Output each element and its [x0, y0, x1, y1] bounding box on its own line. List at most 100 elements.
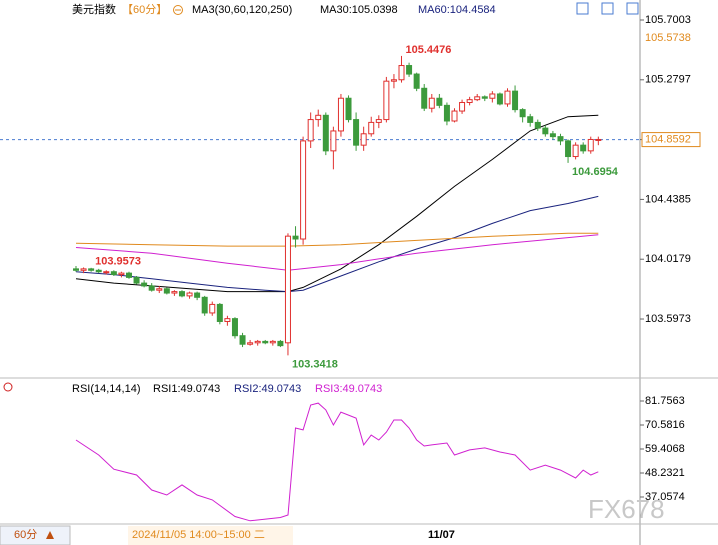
rsi2-value: RSI2:49.0743: [234, 383, 301, 395]
candle-body: [125, 272, 132, 278]
candle-body: [489, 93, 496, 99]
x-date-label: 11/07: [428, 529, 455, 541]
candle-body: [428, 97, 435, 109]
candle-body: [277, 340, 284, 347]
rsi1-value: RSI1:49.0743: [153, 383, 220, 395]
candle-body: [73, 268, 79, 271]
y-tick-label: 104.4385: [645, 193, 691, 205]
rsi-tick-label: 59.4068: [645, 443, 685, 455]
candle-body: [406, 65, 413, 75]
rsi-label: RSI(14,14,14): [72, 383, 140, 395]
candle-body: [549, 133, 556, 138]
candle-body: [231, 318, 238, 337]
candle-body: [133, 276, 140, 284]
rsi-icon: [3, 382, 13, 392]
candle-body: [504, 90, 511, 105]
y-tick-label: 105.7003: [645, 14, 691, 26]
candle-body: [315, 114, 322, 121]
cursor-box: [128, 526, 293, 545]
chart-title: 美元指数: [72, 2, 116, 16]
ma30-value: MA30:105.0398: [320, 4, 398, 16]
candle-body: [474, 96, 481, 101]
candle-body: [171, 291, 178, 294]
price-annotation: 103.9573: [95, 256, 141, 268]
candle-body: [496, 93, 503, 105]
candle-body: [353, 119, 360, 146]
candle-body: [443, 104, 450, 122]
candle-body: [239, 335, 246, 345]
candle-body: [527, 116, 534, 123]
candle-body: [572, 144, 579, 158]
candle-body: [141, 282, 148, 287]
candle-body: [436, 97, 443, 106]
ma-line: [75, 234, 599, 271]
candle-body: [459, 102, 466, 112]
price-annotation: 103.3418: [292, 358, 338, 370]
candle-body: [534, 121, 541, 129]
candle-body: [80, 268, 87, 271]
candle-body: [375, 119, 382, 123]
candle-body: [201, 296, 208, 314]
period-arrow: [46, 531, 54, 539]
candle-body: [580, 144, 587, 152]
candle-body: [398, 65, 405, 81]
window-button[interactable]: [601, 2, 614, 15]
candle-body: [156, 288, 163, 291]
watermark: FX678: [588, 494, 665, 524]
rsi-tick-label: 48.2321: [645, 467, 685, 479]
price-box: [641, 132, 701, 148]
candle-body: [466, 99, 473, 104]
price-annotation: 104.6954: [572, 166, 619, 178]
candle-body: [178, 291, 185, 297]
candle-body: [595, 138, 602, 141]
candle-body: [88, 268, 95, 271]
side-label: 104.8592: [645, 133, 691, 145]
candle-body: [110, 271, 117, 276]
candle-body: [383, 80, 390, 121]
window-button[interactable]: [626, 2, 639, 15]
candle-body: [118, 272, 125, 276]
candle-body: [337, 97, 344, 132]
candle-body: [587, 138, 594, 152]
y-tick-label: 103.5973: [645, 313, 691, 325]
candle-body: [224, 318, 231, 322]
y-tick-label: 104.0179: [645, 253, 691, 265]
candle-body: [565, 140, 572, 158]
candle-body: [194, 292, 201, 298]
period-button[interactable]: [0, 525, 71, 545]
candle-body: [307, 119, 314, 142]
ma-label: MA3(30,60,120,250): [192, 4, 292, 16]
ma-line: [75, 195, 599, 293]
candle-body: [254, 340, 261, 344]
candle-body: [390, 79, 397, 82]
ma-line: [75, 114, 599, 293]
candle-body: [163, 288, 170, 294]
candle-body: [148, 285, 155, 291]
candle-body: [360, 133, 367, 146]
candle-body: [209, 303, 216, 314]
rsi-tick-label: 70.5816: [645, 419, 685, 431]
ma60-value: MA60:104.4584: [418, 4, 496, 16]
candle-body: [216, 303, 223, 322]
rsi3-value: RSI3:49.0743: [315, 383, 382, 395]
price-annotation: 105.4476: [406, 44, 452, 56]
cursor-time: 2024/11/05 14:00~15:00 二: [132, 529, 265, 541]
candle-body: [300, 140, 307, 240]
candle-body: [292, 235, 299, 240]
rsi-tick-label: 81.7563: [645, 395, 685, 407]
candle-body: [330, 130, 337, 152]
candle-body: [413, 73, 420, 89]
toggle-icon[interactable]: [173, 5, 183, 15]
side-label: 105.5738: [645, 32, 691, 44]
candle-body: [247, 342, 254, 345]
candle-body: [95, 269, 102, 273]
candle-body: [269, 340, 276, 344]
candle-body: [519, 109, 526, 118]
window-button[interactable]: [576, 2, 589, 15]
candle-body: [368, 121, 375, 135]
footer-period: 60分: [14, 528, 37, 541]
candle-body: [262, 340, 269, 344]
ma-line: [75, 232, 599, 247]
period: 【60分】: [122, 3, 167, 16]
